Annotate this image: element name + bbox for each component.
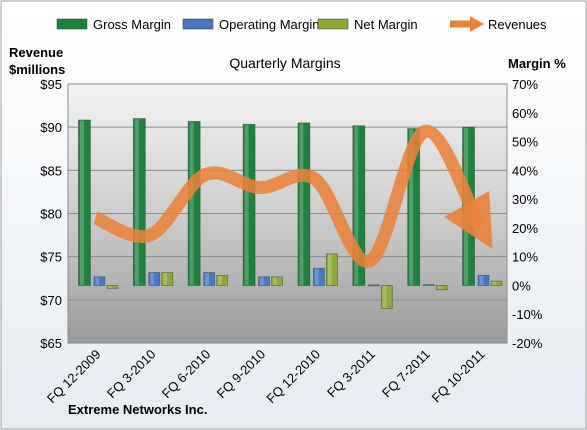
right-tick-label: 50% [512, 135, 538, 150]
bar-gross-margin [78, 119, 91, 286]
legend-label: Operating Margin [219, 17, 319, 32]
bar-gross-margin [297, 122, 311, 286]
right-tick-label: 70% [512, 77, 538, 92]
bar-operating-margin [477, 274, 490, 286]
bar-highlight [95, 277, 100, 285]
bar-highlight [314, 268, 319, 285]
bar-highlight [163, 272, 167, 285]
bar-highlight [150, 272, 154, 285]
left-axis-label-line1: Revenue [9, 45, 63, 60]
bar-gross-margin [132, 118, 146, 286]
bar-highlight [409, 129, 414, 285]
bar-highlight [260, 277, 264, 285]
bar-highlight [424, 285, 429, 286]
bar-highlight [134, 119, 139, 285]
line-revenues [92, 124, 493, 268]
bar-highlight [244, 124, 249, 285]
legend-label: Net Margin [354, 17, 418, 32]
bar-highlight [218, 275, 222, 285]
left-tick-label: $70 [40, 293, 62, 308]
bar-highlight [189, 121, 194, 285]
bar-operating-margin [422, 284, 435, 286]
bar-highlight [369, 285, 374, 286]
legend-swatch [182, 18, 214, 30]
left-tick-label: $95 [40, 77, 62, 92]
bar-highlight [479, 275, 484, 285]
right-tick-label: 30% [512, 192, 538, 207]
bar-operating-margin [203, 272, 216, 286]
legend-swatch [317, 18, 349, 30]
bar-highlight [492, 281, 497, 285]
bar-highlight [79, 120, 84, 285]
bar-gross-margin [187, 121, 201, 286]
bar-operating-margin [148, 272, 161, 286]
legend-arrow [470, 16, 484, 32]
bar-operating-margin [313, 267, 325, 286]
bar-net-margin [380, 285, 393, 309]
bar-highlight [382, 285, 387, 308]
legend-label: Gross Margin [93, 17, 171, 32]
right-tick-label: -20% [512, 336, 543, 351]
chart-title: Quarterly Margins [229, 55, 340, 71]
right-tick-label: 0% [512, 278, 531, 293]
bar-operating-margin [367, 284, 380, 287]
right-axis-label: Margin % [508, 56, 566, 71]
bar-highlight [273, 277, 277, 285]
bar-net-margin [490, 280, 503, 286]
right-tick-label: 20% [512, 221, 538, 236]
company-name: Extreme Networks Inc. [68, 402, 207, 417]
left-tick-label: $85 [40, 163, 62, 178]
bar-net-margin [435, 285, 448, 291]
bar-net-margin [326, 253, 338, 286]
bar-net-margin [271, 276, 283, 286]
bar-operating-margin [258, 276, 270, 286]
left-tick-label: $65 [40, 336, 62, 351]
left-tick-label: $90 [40, 120, 62, 135]
bar-highlight [299, 123, 304, 285]
right-tick-label: 60% [512, 106, 538, 121]
bar-highlight [354, 126, 359, 285]
bar-gross-margin [242, 123, 256, 286]
left-tick-label: $75 [40, 250, 62, 265]
right-tick-label: 40% [512, 163, 538, 178]
left-tick-label: $80 [40, 207, 62, 222]
bar-highlight [437, 285, 442, 290]
right-tick-label: -10% [512, 307, 543, 322]
bar-net-margin [161, 272, 174, 286]
bar-highlight [327, 254, 332, 285]
legend-label: Revenues [488, 17, 547, 32]
left-axis-label-line2: $millions [9, 62, 65, 77]
right-tick-label: 10% [512, 250, 538, 265]
bar-net-margin [216, 274, 229, 286]
legend-swatch [56, 18, 88, 30]
bar-highlight [205, 272, 209, 285]
legend: Gross Margin Operating Margin Net Margin Re… [56, 16, 547, 32]
bar-operating-margin [93, 276, 106, 286]
bar-net-margin [106, 285, 119, 289]
bar-highlight [108, 285, 113, 288]
